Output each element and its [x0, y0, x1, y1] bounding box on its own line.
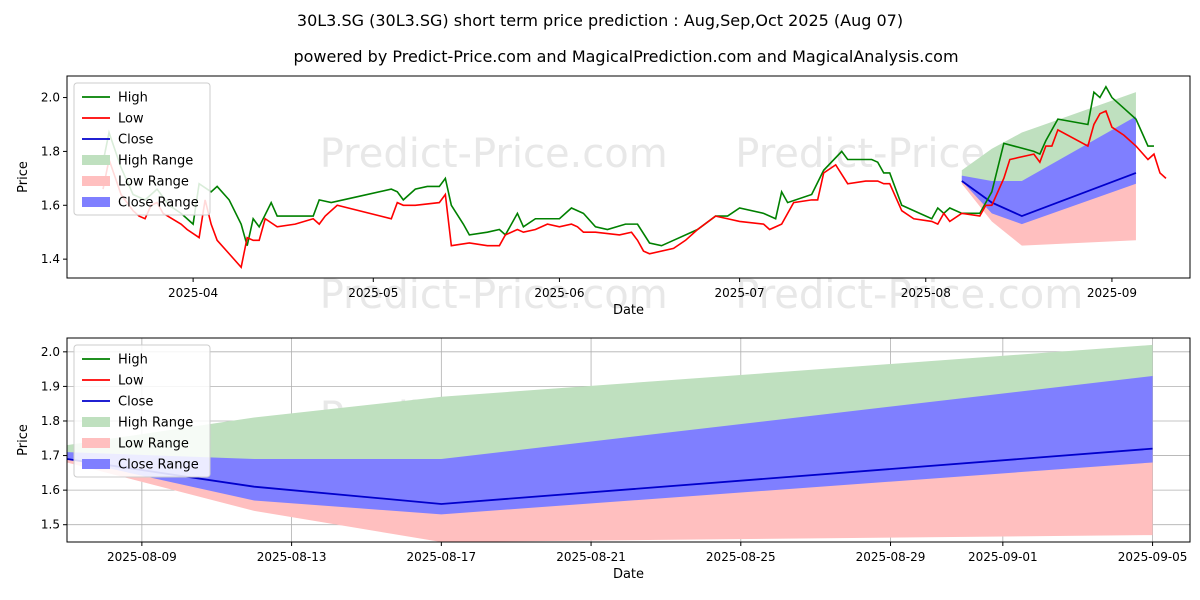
x-tick-label: 2025-04: [168, 286, 218, 300]
forecast-panel: Predict-Price.comPredict-Price.com2025-0…: [16, 337, 1191, 582]
close-line: [961, 172, 1137, 218]
legend-swatch: [82, 417, 110, 427]
x-tick-label: 2025-08-17: [406, 550, 476, 564]
y-tick-label: 1.4: [41, 252, 60, 266]
x-tick-label: 2025-08-09: [107, 550, 177, 564]
legend-label: Low Range: [118, 175, 189, 190]
y-tick-label: 1.5: [41, 518, 60, 532]
legend-swatch: [82, 155, 110, 165]
x-tick-label: 2025-07: [715, 286, 765, 300]
plot-frame: [66, 75, 1191, 279]
legend-label: Close: [118, 133, 153, 148]
x-tick-label: 2025-09: [1087, 286, 1137, 300]
low-line: [102, 109, 1167, 269]
y-tick-label: 1.9: [41, 379, 60, 393]
y-axis-label: Price: [16, 424, 31, 456]
watermark-text: Predict-Price.com: [735, 272, 1083, 318]
legend-label: High: [118, 91, 148, 106]
x-tick-label: 2025-08-29: [856, 550, 926, 564]
x-axis-label: Date: [613, 567, 644, 582]
watermark-text: Predict-Price.com: [320, 272, 668, 318]
plot-area: [67, 344, 1153, 542]
plot-frame: [66, 337, 1191, 543]
legend-swatch: [82, 438, 110, 448]
x-tick-label: 2025-08-13: [257, 550, 327, 564]
legend-label: High Range: [118, 416, 193, 431]
legend-label: Low: [118, 112, 144, 127]
legend-label: Close Range: [118, 196, 199, 211]
y-tick-label: 2.0: [41, 91, 60, 105]
y-tick-label: 1.8: [41, 144, 60, 158]
legend-swatch: [82, 459, 110, 469]
watermark-text: Predict-Price.com: [320, 131, 668, 177]
x-tick-label: 2025-08-21: [556, 550, 626, 564]
legend-label: Low Range: [118, 437, 189, 452]
legend-label: High: [118, 353, 148, 368]
legend-label: Close: [118, 395, 153, 410]
y-tick-label: 1.8: [41, 414, 60, 428]
chart-title: 30L3.SG (30L3.SG) short term price predi…: [297, 11, 903, 30]
x-tick-label: 2025-09-01: [968, 550, 1038, 564]
high-line: [102, 85, 1154, 247]
close-range-band: [67, 376, 1153, 515]
legend-swatch: [82, 176, 110, 186]
x-tick-label: 2025-09-05: [1118, 550, 1188, 564]
history-panel: Predict-Price.com Predict-Price.com Predic…: [16, 75, 1191, 318]
y-tick-label: 1.6: [41, 198, 60, 212]
x-tick-label: 2025-08: [901, 286, 951, 300]
x-tick-label: 2025-05: [348, 286, 398, 300]
x-tick-label: 2025-06: [534, 286, 584, 300]
plot-area: [102, 85, 1167, 269]
chart-subtitle: powered by Predict-Price.com and Magical…: [293, 47, 958, 66]
close-range-band: [961, 116, 1136, 225]
y-axis-label: Price: [16, 161, 31, 193]
y-tick-label: 2.0: [41, 345, 60, 359]
x-tick-label: 2025-08-25: [706, 550, 776, 564]
legend-label: Close Range: [118, 458, 199, 473]
y-tick-label: 1.6: [41, 483, 60, 497]
legend-label: High Range: [118, 154, 193, 169]
legend-swatch: [82, 197, 110, 207]
legend-label: Low: [118, 374, 144, 389]
y-tick-label: 1.7: [41, 449, 60, 463]
x-axis-label: Date: [613, 303, 644, 318]
